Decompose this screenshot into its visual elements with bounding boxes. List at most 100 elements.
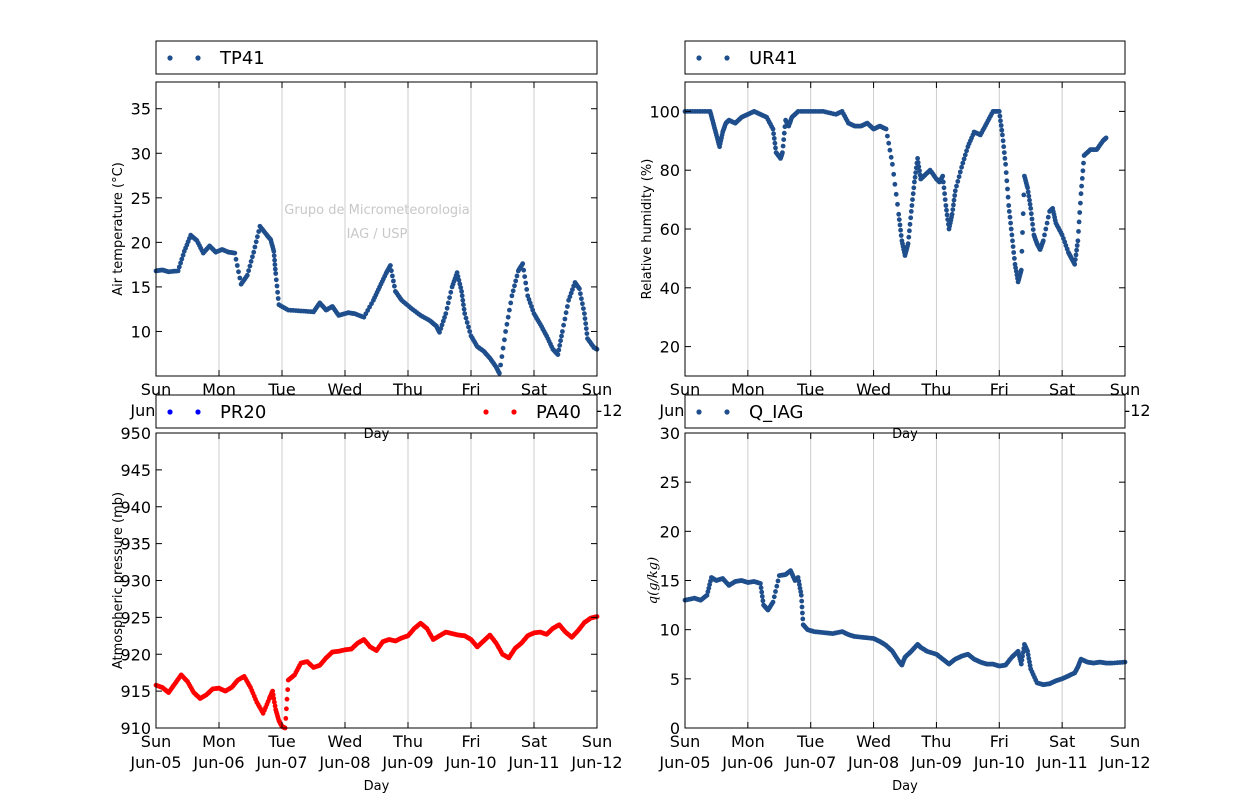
data-point (500, 345, 506, 351)
data-point (1001, 150, 1007, 156)
data-point (272, 703, 278, 709)
data-point (1078, 200, 1083, 206)
data-point (176, 264, 182, 270)
data-point (247, 263, 253, 269)
data-point (772, 140, 778, 146)
data-point (1021, 192, 1027, 198)
data-point (522, 274, 528, 279)
data-point (771, 131, 776, 137)
data-point (1026, 193, 1032, 199)
data-point (284, 706, 289, 712)
data-point (759, 589, 765, 595)
data-point (955, 179, 961, 184)
data-point (960, 160, 966, 166)
data-point (1025, 189, 1031, 195)
data-point (909, 203, 915, 208)
y-tick-label: 950 (120, 424, 151, 443)
data-point (270, 692, 276, 698)
data-point (1020, 211, 1026, 217)
data-point (1027, 201, 1033, 207)
x-axis-label: Day (892, 427, 918, 442)
data-point (556, 347, 562, 353)
data-point (952, 188, 958, 194)
y-tick-label: 20 (660, 338, 680, 357)
data-point (912, 174, 918, 180)
data-point (915, 160, 921, 166)
data-point (943, 203, 949, 208)
data-point (464, 320, 470, 325)
data-point (179, 256, 185, 262)
data-point (582, 316, 588, 321)
y-axis-label: Atmospheric pressure (mb) (111, 492, 126, 669)
data-point (1077, 210, 1083, 215)
data-point (388, 263, 393, 268)
data-point (954, 183, 959, 189)
data-point (1030, 221, 1035, 227)
data-point (250, 254, 255, 260)
data-point (529, 304, 534, 309)
plot-frame (155, 432, 598, 729)
legend-marker (696, 55, 702, 61)
data-point (952, 193, 958, 198)
data-point (908, 209, 914, 214)
data-point (499, 354, 505, 359)
y-tick-label: 20 (660, 522, 680, 541)
data-point (1002, 156, 1008, 161)
data-point (272, 266, 278, 272)
y-tick-label: 925 (120, 608, 151, 627)
data-point (888, 154, 894, 160)
data-point (798, 592, 804, 598)
legend-entry: PR20 (220, 402, 266, 423)
data-point (460, 297, 466, 303)
data-point (1000, 138, 1006, 144)
legend: UR41 (684, 40, 1126, 75)
legend-marker (167, 55, 173, 61)
y-axis-label: Relative humidity (%) (640, 159, 655, 300)
data-point (175, 268, 181, 274)
y-axis: 0 5 10 15 20 25 30 (660, 424, 1125, 738)
y-tick-label: 40 (660, 279, 680, 298)
data-point (1043, 226, 1049, 232)
data-point (1074, 243, 1080, 248)
data-point (896, 217, 902, 223)
data-point (1001, 144, 1007, 150)
y-tick-label: 940 (120, 498, 151, 517)
data-point (180, 252, 186, 258)
data-point (1030, 227, 1036, 233)
data-point (454, 270, 460, 276)
data-point (891, 171, 897, 177)
data-point (1072, 261, 1078, 267)
data-point (232, 250, 238, 256)
data-point (390, 273, 395, 279)
data-point (583, 326, 589, 331)
data-point (951, 202, 956, 208)
data-point (461, 302, 466, 308)
data-point (908, 215, 914, 221)
data-point (961, 156, 967, 162)
data-point (915, 156, 920, 161)
data-point (467, 329, 473, 334)
data-point (760, 598, 766, 604)
data-point (252, 244, 258, 250)
data-point (770, 126, 776, 132)
data-point (780, 143, 786, 149)
specific-humidity-panel: Q_IAG 0 5 10 15 20 25 30 Sun Jun-05 Mon Jun-06 Tue Ju… (646, 394, 1151, 794)
data-point (583, 321, 589, 326)
data-point (906, 234, 912, 240)
data-point (1020, 653, 1025, 659)
legend: PR20 PA40 (155, 394, 598, 429)
y-axis: 910 915 920 925 930 935 940 945 950 (120, 424, 597, 738)
data-point (798, 589, 804, 595)
data-point (1027, 659, 1032, 665)
data-point (896, 211, 902, 217)
